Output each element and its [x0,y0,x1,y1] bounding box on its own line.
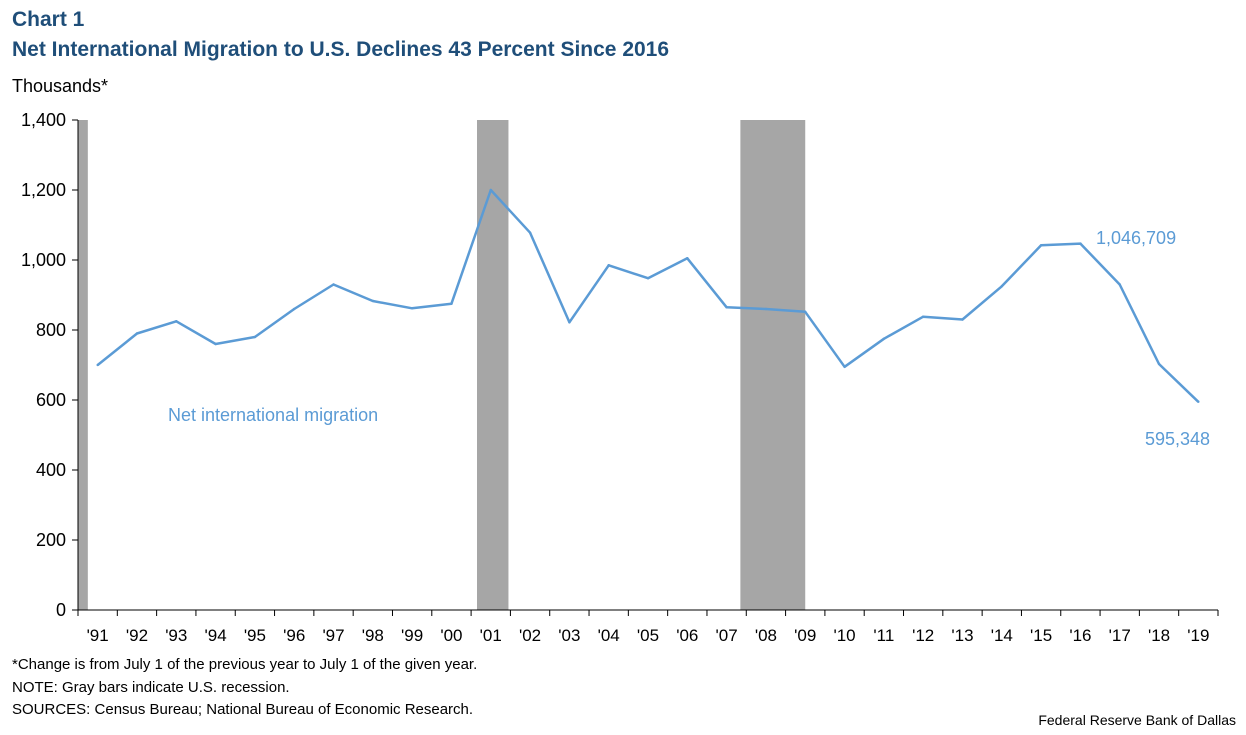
chart-number: Chart 1 [12,8,85,31]
data-point [607,264,610,267]
recession-bar-1 [78,120,88,610]
x-tick-label: '10 [833,626,855,645]
x-tick-label: '95 [244,626,266,645]
x-tick-label: '97 [322,626,344,645]
latest-value-label: 595,348 [1145,429,1210,449]
x-tick-label: '08 [755,626,777,645]
x-tick-label: '11 [873,626,894,645]
footnote-recession: NOTE: Gray bars indicate U.S. recession. [12,679,290,696]
data-point [961,318,964,321]
footnote-change: *Change is from July 1 of the previous y… [12,656,478,673]
data-point [1197,400,1200,403]
x-tick-label: '00 [440,626,462,645]
data-point [725,306,728,309]
x-tick-label: '16 [1069,626,1091,645]
series-lines [96,188,1200,403]
series-label: Net international migration [168,405,378,425]
x-tick-label: '96 [283,626,305,645]
x-tick-label: '07 [716,626,738,645]
data-point [686,257,689,260]
data-point [921,315,925,318]
data-point [293,307,296,311]
x-tick-label: '05 [637,626,659,645]
y-tick-label: 800 [36,320,66,340]
data-point [371,299,375,303]
x-tick-label: '94 [205,626,227,645]
y-tick-label: 400 [36,460,66,480]
credit-label: Federal Reserve Bank of Dallas [1038,712,1236,728]
data-point [450,302,453,305]
data-point [764,307,768,311]
data-point [1157,362,1161,366]
x-tick-label: '15 [1030,626,1052,645]
recession-bars [78,120,806,610]
x-tick-label: '99 [401,626,423,645]
x-tick-label: '98 [362,626,384,645]
data-point [528,231,532,234]
series-line-1 [96,188,1200,403]
data-point [253,335,257,339]
data-point [843,365,846,368]
data-point [1000,285,1003,288]
data-point [410,307,414,310]
x-tick-label: '92 [126,626,148,645]
data-point [804,310,807,313]
y-tick-label: 600 [36,390,66,410]
data-point [135,332,139,335]
x-tick-label: '93 [165,626,187,645]
data-point [1118,283,1121,286]
axes: 0 200 400 600 800 1,000 1,200 1,400 '91 '92 '93 '94… [21,110,1219,645]
y-tick-label: 1,400 [21,110,66,130]
y-tick-label: 1,000 [21,250,66,270]
chart-annotations: Net international migration 1,046,709 59… [168,228,1210,449]
data-point [882,337,886,340]
x-tick-label: '13 [951,626,973,645]
x-tick-label: '91 [87,626,109,645]
data-point [1079,242,1082,245]
y-tick-label: 0 [56,600,66,620]
data-point [489,188,492,192]
x-tick-label: '14 [991,626,1013,645]
chart-title: Net International Migration to U.S. Decl… [12,38,670,61]
x-tick-label: '18 [1148,626,1170,645]
data-point [646,277,650,280]
recession-bar-3 [740,120,806,610]
footnote-sources: SOURCES: Census Bureau; National Bureau … [12,701,474,718]
peak-value-label: 1,046,709 [1096,228,1176,248]
x-tick-label: '04 [598,626,620,645]
x-tick-label: '09 [794,626,816,645]
x-tick-label: '19 [1187,626,1209,645]
data-point [332,283,335,286]
data-point [1039,244,1043,247]
data-point [214,342,217,346]
x-tick-label: '12 [912,626,934,645]
data-point [175,320,178,323]
y-axis-unit-label: Thousands* [12,76,109,96]
x-tick-label: '06 [676,626,698,645]
x-tick-label: '02 [519,626,541,645]
x-tick-label: '03 [558,626,580,645]
x-tick-label: '01 [480,626,502,645]
x-tick-label: '17 [1109,626,1131,645]
data-point [568,321,571,324]
data-point [96,363,99,367]
y-tick-label: 200 [36,530,66,550]
y-tick-label: 1,200 [21,180,66,200]
